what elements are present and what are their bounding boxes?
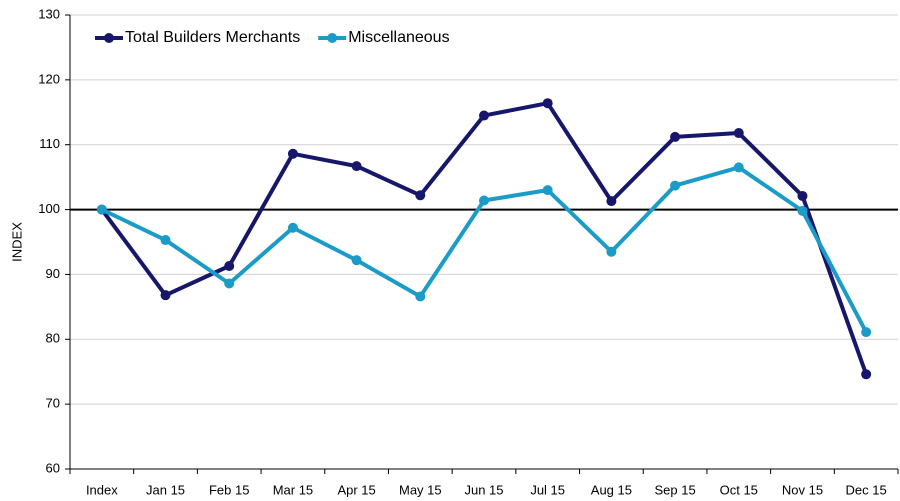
x-tick-label: Oct 15 (720, 482, 758, 497)
data-point (797, 190, 808, 201)
legend-label: Total Builders Merchants (125, 29, 300, 46)
data-point (733, 128, 744, 139)
data-point (606, 196, 617, 207)
data-point (351, 255, 362, 266)
x-tick-label: Sep 15 (654, 482, 695, 497)
data-point (351, 161, 362, 172)
y-tick-label: 100 (38, 201, 60, 216)
data-point (797, 205, 808, 216)
data-point (415, 190, 426, 201)
x-tick-label: Dec 15 (846, 482, 887, 497)
x-tick-label: Mar 15 (273, 482, 313, 497)
series-line (100, 165, 868, 334)
data-point (479, 195, 489, 206)
x-tick-label: Jan 15 (146, 482, 185, 497)
x-tick-label: Jul 15 (530, 482, 565, 497)
data-point (606, 246, 617, 257)
legend-label: Miscellaneous (348, 29, 449, 46)
x-tick-label: Jun 15 (464, 482, 503, 497)
data-point (861, 369, 872, 380)
y-tick-label: 120 (38, 71, 60, 86)
data-point (479, 110, 489, 121)
y-axis-label: INDEX (9, 222, 24, 262)
x-tick-label: Apr 15 (337, 482, 375, 497)
data-point (733, 162, 744, 173)
legend-marker (327, 33, 338, 43)
y-tick-label: 130 (38, 6, 60, 21)
data-point (670, 131, 681, 142)
x-tick-label: Feb 15 (209, 482, 249, 497)
data-point (670, 180, 681, 191)
y-tick-label: 80 (46, 331, 60, 346)
data-point (160, 290, 171, 301)
x-tick-label: Aug 15 (591, 482, 632, 497)
x-tick-label: Index (86, 482, 118, 497)
data-point (96, 204, 107, 215)
data-point (224, 278, 235, 289)
data-point (160, 235, 171, 246)
data-point (287, 222, 298, 233)
y-tick-label: 90 (46, 266, 60, 281)
y-tick-label: 110 (39, 136, 60, 151)
y-tick-label: 70 (46, 396, 60, 411)
data-point (224, 260, 235, 271)
data-point (287, 148, 298, 159)
data-point (861, 327, 872, 338)
x-tick-label: May 15 (399, 482, 442, 497)
x-tick-label: Nov 15 (782, 482, 823, 497)
series-line (100, 101, 869, 375)
data-point (542, 98, 553, 109)
data-point (415, 291, 426, 302)
data-point (542, 185, 553, 196)
y-tick-label: 60 (46, 460, 60, 475)
legend-marker (104, 33, 114, 43)
